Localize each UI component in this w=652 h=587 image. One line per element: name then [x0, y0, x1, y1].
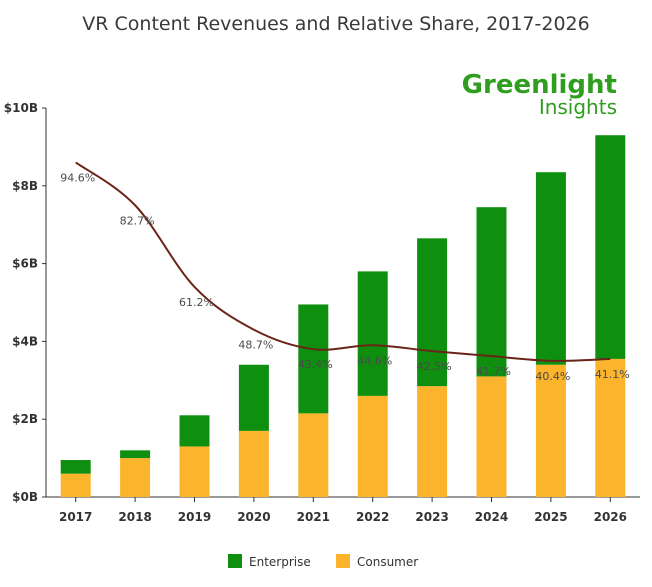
bar-consumer-2017: [60, 473, 91, 497]
bar-consumer-2023: [417, 386, 448, 497]
bar-enterprise-2021: [298, 304, 329, 414]
bar-consumer-2024: [476, 376, 507, 497]
x-tick-label: 2026: [594, 510, 627, 524]
bar-consumer-2025: [535, 364, 566, 497]
bar-consumer-2019: [179, 446, 210, 497]
share-line-path: [75, 161, 611, 362]
bar-enterprise-2020: [238, 364, 269, 431]
bar-consumer-2018: [120, 458, 151, 497]
x-tick-label: 2017: [59, 510, 92, 524]
y-tick-label: $0B: [12, 490, 38, 504]
chart-title: VR Content Revenues and Relative Share, …: [82, 13, 589, 35]
brand-logo-line1: Greenlight: [462, 70, 617, 100]
y-ticks: $0B $2B $4B $6B $8B $10B: [4, 101, 46, 504]
x-tick-label: 2019: [178, 510, 211, 524]
bar-consumer-2026: [595, 358, 626, 497]
share-label-2025: 40.4%: [535, 370, 570, 383]
share-line: 94.6% 82.7% 61.2% 48.7% 43.4% 44.6% 42.5% 41.7%…: [60, 161, 630, 383]
bar-enterprise-2018: [120, 450, 151, 459]
share-label-2019: 61.2%: [179, 296, 214, 309]
bar-enterprise-2017: [60, 460, 91, 474]
bar-consumer-2022: [357, 395, 388, 497]
share-label-2022: 44.6%: [357, 354, 392, 367]
y-tick-label: $8B: [12, 179, 38, 193]
share-label-2026: 41.1%: [595, 368, 630, 381]
legend-swatch-enterprise: [228, 554, 242, 568]
share-label-2017: 94.6%: [60, 171, 95, 184]
share-label-2020: 48.7%: [238, 339, 273, 352]
y-tick-label: $2B: [12, 412, 38, 426]
brand-logo-line2: Insights: [539, 95, 617, 119]
bar-enterprise-2023: [417, 238, 448, 387]
y-tick-label: $10B: [4, 101, 38, 115]
x-tick-label: 2018: [118, 510, 151, 524]
bar-enterprise-2022: [357, 271, 388, 396]
x-tick-label: 2020: [237, 510, 270, 524]
bars: [60, 135, 626, 497]
legend-swatch-consumer: [336, 554, 350, 568]
bar-enterprise-2025: [535, 172, 566, 365]
bar-consumer-2021: [298, 413, 329, 497]
share-label-2021: 43.4%: [298, 358, 333, 371]
legend: Enterprise Consumer: [228, 554, 418, 569]
legend-label-consumer: Consumer: [357, 555, 418, 569]
x-tick-label: 2024: [475, 510, 508, 524]
y-tick-label: $4B: [12, 334, 38, 348]
x-tick-label: 2025: [534, 510, 567, 524]
bar-enterprise-2026: [595, 135, 626, 359]
x-tick-label: 2021: [297, 510, 330, 524]
x-tick-label: 2022: [356, 510, 389, 524]
bar-enterprise-2019: [179, 415, 210, 447]
x-ticks: 2017 2018 2019 2020 2021 2022 2023 2024 2025 2026: [59, 497, 627, 524]
x-tick-label: 2023: [415, 510, 448, 524]
bar-enterprise-2024: [476, 207, 507, 377]
share-label-2018: 82.7%: [120, 214, 155, 227]
share-label-2024: 41.7%: [476, 365, 511, 378]
y-tick-label: $6B: [12, 257, 38, 271]
share-label-2023: 42.5%: [417, 360, 452, 373]
bar-consumer-2020: [238, 430, 269, 497]
legend-label-enterprise: Enterprise: [249, 555, 311, 569]
